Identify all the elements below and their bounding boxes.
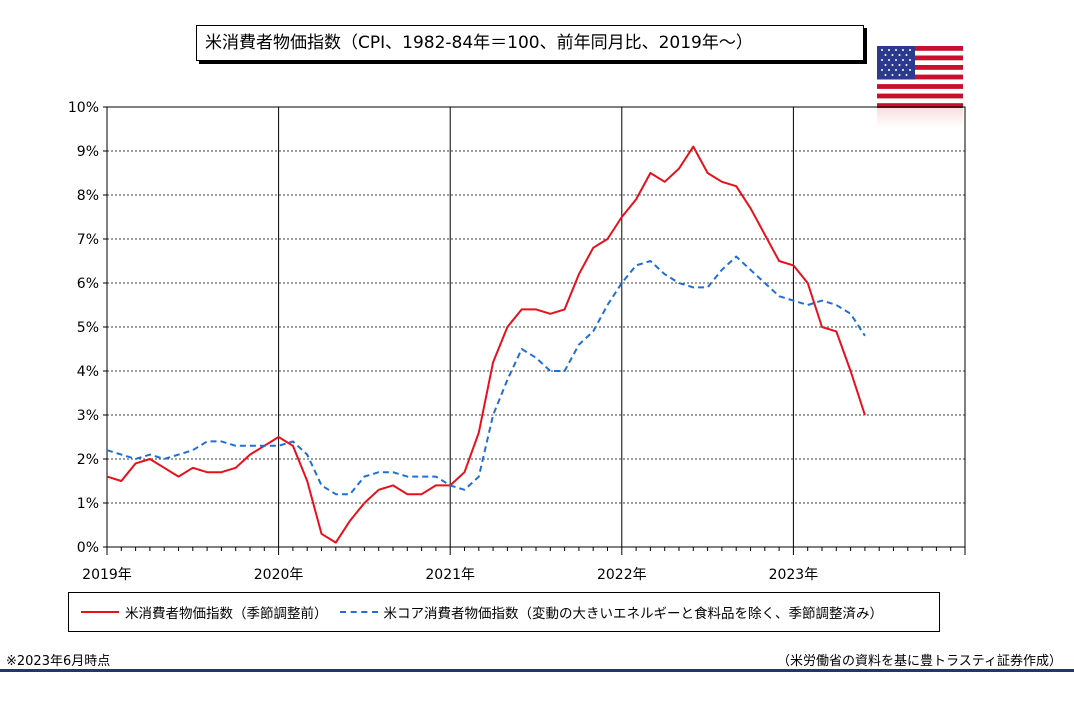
grid (107, 106, 965, 547)
y-tick-label: 2% (77, 452, 99, 468)
bottom-rule (0, 669, 1074, 672)
y-tick-label: 10% (68, 100, 99, 116)
x-tick-label: 2023年 (769, 567, 819, 583)
x-tick-label: 2019年 (82, 567, 132, 583)
legend-item-core: 米コア消費者物価指数（変動の大きいエネルギーと食料品を除く、季節調整済み） (328, 602, 884, 622)
line-chart: 0%1%2%3%4%5%6%7%8%9%10% 2019年 2020年 2021年 2… (68, 100, 966, 583)
chart-title: 米消費者物価指数（CPI、1982-84年＝100、前年同月比、2019年～） (196, 25, 864, 61)
footnote: ※2023年6月時点 (6, 654, 111, 669)
y-tick-label: 7% (77, 232, 99, 248)
series-line-cpi (106, 145, 866, 544)
y-tick-label: 8% (77, 188, 99, 204)
y-tick-label: 5% (77, 320, 99, 336)
us-flag-icon (877, 46, 963, 108)
y-tick-label: 9% (77, 144, 99, 160)
y-tick-label: 3% (77, 408, 99, 424)
y-tick-label: 1% (77, 496, 99, 512)
legend-label-cpi: 米消費者物価指数（季節調整前） (125, 606, 328, 622)
x-tick-label: 2020年 (254, 567, 304, 583)
legend-label-core: 米コア消費者物価指数（変動の大きいエネルギーと食料品を除く、季節調整済み） (383, 606, 884, 622)
y-tick-label: 4% (77, 364, 99, 380)
legend: 米消費者物価指数（季節調整前） 米コア消費者物価指数（変動の大きいエネルギーと食… (68, 592, 940, 632)
y-axis-ticks: 0% 1% 2% 3% 4% 5% 6% 7% 8% 9% 10% (68, 100, 107, 556)
series-lines (106, 145, 866, 544)
legend-item-cpi: 米消費者物価指数（季節調整前） (69, 602, 328, 622)
flag-reflection (877, 108, 963, 128)
x-axis-ticks: 2019年 2020年 2021年 2022年 2023年 (82, 547, 966, 583)
legend-swatch-cpi (81, 611, 119, 613)
source-note: （米労働省の資料を基に豊トラスティ証券作成） (777, 654, 1062, 669)
y-tick-label: 6% (77, 276, 99, 292)
x-tick-label: 2022年 (597, 567, 647, 583)
series-line-core-cpi (106, 255, 866, 496)
x-tick-label: 2021年 (425, 567, 475, 583)
y-tick-label: 0% (77, 540, 99, 556)
legend-swatch-core (339, 611, 378, 613)
